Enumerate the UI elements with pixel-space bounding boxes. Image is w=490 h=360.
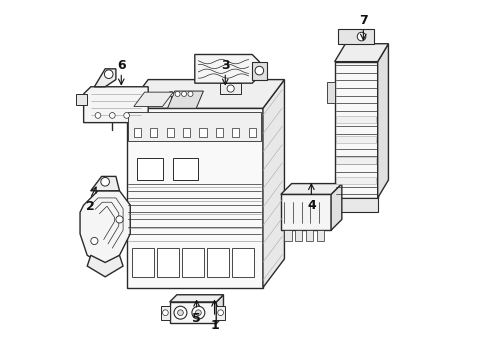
Circle shape xyxy=(169,91,173,96)
Polygon shape xyxy=(170,302,216,323)
Text: 5: 5 xyxy=(192,311,201,325)
Polygon shape xyxy=(134,92,173,107)
Circle shape xyxy=(357,32,366,41)
Bar xyxy=(337,177,376,184)
Polygon shape xyxy=(195,54,259,83)
Bar xyxy=(216,128,223,137)
Bar xyxy=(199,128,207,137)
Polygon shape xyxy=(252,62,267,80)
Bar xyxy=(285,230,292,241)
Bar xyxy=(207,248,229,277)
Circle shape xyxy=(181,91,187,96)
Bar xyxy=(248,128,256,137)
Bar xyxy=(295,230,302,241)
Bar xyxy=(128,112,261,140)
Circle shape xyxy=(196,310,201,316)
Polygon shape xyxy=(170,295,223,302)
Text: 7: 7 xyxy=(359,14,368,27)
Circle shape xyxy=(101,177,109,186)
Polygon shape xyxy=(95,69,116,87)
Polygon shape xyxy=(91,176,120,191)
Polygon shape xyxy=(126,108,263,288)
Bar xyxy=(232,248,254,277)
Circle shape xyxy=(188,91,193,96)
Polygon shape xyxy=(335,62,378,198)
Bar xyxy=(157,248,179,277)
Text: 3: 3 xyxy=(221,59,230,72)
Circle shape xyxy=(175,91,180,96)
Circle shape xyxy=(116,216,123,223)
Polygon shape xyxy=(168,91,203,108)
Polygon shape xyxy=(216,295,223,323)
Polygon shape xyxy=(335,44,389,62)
Text: 4: 4 xyxy=(307,199,316,212)
Polygon shape xyxy=(378,44,389,198)
Polygon shape xyxy=(87,255,123,277)
Circle shape xyxy=(109,113,115,118)
Bar xyxy=(167,128,174,137)
Bar xyxy=(161,306,170,320)
Circle shape xyxy=(177,310,183,316)
Bar xyxy=(337,157,376,164)
Bar xyxy=(216,306,225,320)
Polygon shape xyxy=(327,82,335,103)
Circle shape xyxy=(95,113,101,118)
Polygon shape xyxy=(331,184,342,230)
Polygon shape xyxy=(76,94,87,105)
Text: 1: 1 xyxy=(210,319,219,332)
Bar xyxy=(337,116,376,123)
Text: 2: 2 xyxy=(86,201,95,213)
Circle shape xyxy=(91,237,98,244)
Bar xyxy=(132,248,153,277)
Polygon shape xyxy=(281,184,342,194)
Circle shape xyxy=(174,306,187,319)
Polygon shape xyxy=(84,87,148,123)
Polygon shape xyxy=(80,191,130,266)
Bar xyxy=(232,128,239,137)
Polygon shape xyxy=(263,80,285,288)
Bar xyxy=(317,230,324,241)
Circle shape xyxy=(227,85,234,92)
Polygon shape xyxy=(220,83,242,94)
Bar xyxy=(150,128,157,137)
Bar xyxy=(306,230,313,241)
Bar xyxy=(182,248,204,277)
Polygon shape xyxy=(338,30,374,44)
Bar xyxy=(173,158,198,180)
Circle shape xyxy=(255,66,264,75)
Circle shape xyxy=(163,310,168,316)
Polygon shape xyxy=(281,194,331,230)
Bar xyxy=(134,128,141,137)
Bar xyxy=(183,128,190,137)
Bar xyxy=(137,158,163,180)
Polygon shape xyxy=(335,198,378,212)
Bar xyxy=(337,136,376,143)
Polygon shape xyxy=(126,80,285,108)
Circle shape xyxy=(104,70,113,78)
Circle shape xyxy=(192,306,205,319)
Text: 6: 6 xyxy=(117,59,125,72)
Circle shape xyxy=(124,113,129,118)
Circle shape xyxy=(218,310,223,316)
